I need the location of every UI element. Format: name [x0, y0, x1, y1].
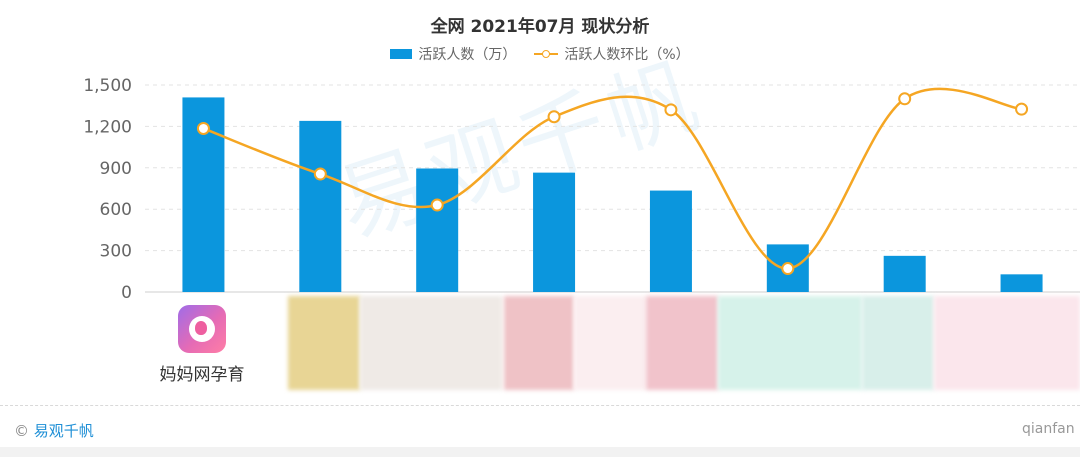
legend-line-swatch — [534, 49, 559, 59]
bar — [1000, 274, 1043, 292]
footer-brand-link[interactable]: 易观千帆 — [33, 422, 94, 440]
legend-line-label: 活跃人数环比（%） — [564, 47, 690, 63]
y-tick-label: 1,200 — [83, 117, 132, 137]
blurred-logo-8 — [934, 296, 1080, 390]
chart-plot: 1,500 1,200 900 600 300 0 — [83, 76, 1080, 300]
bar — [649, 190, 692, 292]
y-tick-label: 1,500 — [83, 76, 132, 96]
chart-title: 全网 2021年07月 现状分析 — [430, 17, 650, 37]
baby-fetus-icon[interactable] — [178, 305, 226, 353]
bar — [533, 172, 576, 292]
blurred-logo-3 — [360, 296, 502, 390]
blurred-logo-6 — [718, 296, 862, 390]
app-logo-row — [0, 296, 1080, 390]
line-point — [313, 167, 327, 181]
legend-item-line[interactable]: 活跃人数环比（%） — [534, 44, 690, 64]
y-tick-label: 300 — [100, 242, 132, 262]
line-point — [1015, 102, 1029, 116]
footer-copyright: © 易观千帆 — [14, 420, 94, 441]
copyright-symbol: © — [14, 422, 29, 440]
blurred-logo-2 — [288, 296, 360, 390]
bar — [883, 255, 926, 292]
legend-bar-swatch — [390, 49, 413, 59]
footer-divider — [0, 405, 1080, 406]
y-tick-label: 900 — [100, 159, 132, 179]
blurred-logo-4 — [504, 296, 574, 390]
footer-site: qianfan — [1022, 421, 1075, 437]
line-point — [781, 262, 795, 276]
y-tick-label: 0 — [121, 283, 132, 300]
legend-item-bar[interactable]: 活跃人数（万） — [390, 44, 516, 64]
legend: 活跃人数（万） 活跃人数环比（%） — [0, 44, 1080, 64]
blurred-logo-5 — [646, 296, 718, 390]
line-point — [547, 110, 561, 124]
bar — [416, 168, 459, 292]
series-line — [202, 87, 1022, 270]
blurred-logo-7 — [862, 296, 934, 390]
bar — [299, 120, 342, 292]
footer-bottom-bar — [0, 447, 1080, 457]
line-point — [898, 92, 912, 106]
line-point — [430, 198, 444, 212]
legend-bar-label: 活跃人数（万） — [418, 47, 517, 63]
y-tick-label: 600 — [100, 200, 132, 220]
app-name-label: 妈妈网孕育 — [159, 365, 245, 385]
line-point — [196, 121, 210, 135]
line-point — [664, 103, 678, 117]
blurred-logo-4b — [574, 296, 646, 390]
